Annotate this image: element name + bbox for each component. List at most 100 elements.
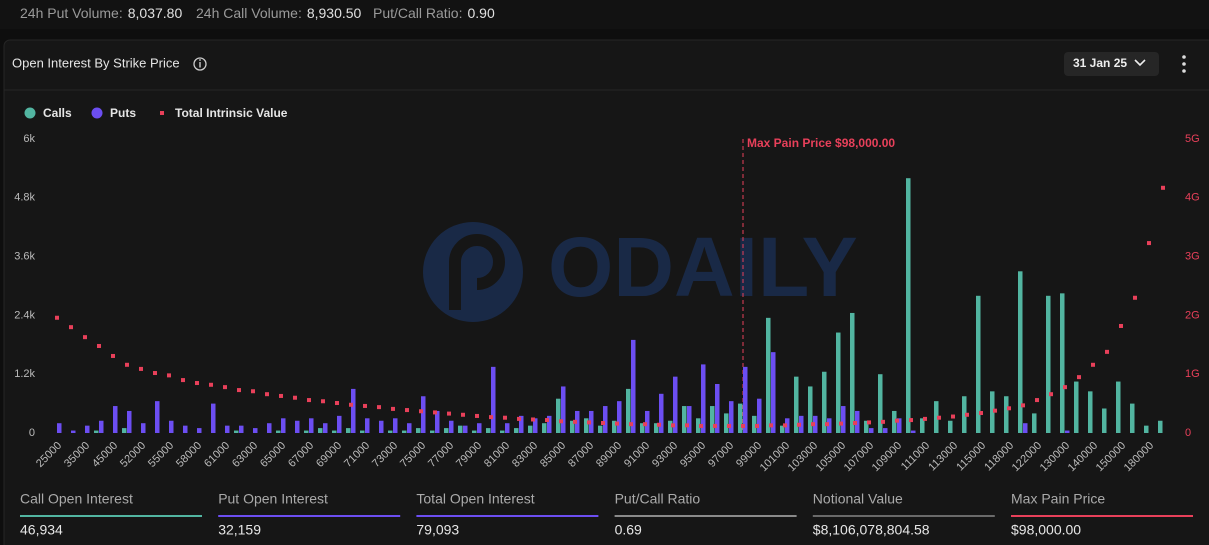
stat-label: Put Open Interest bbox=[218, 491, 328, 507]
intrinsic-point bbox=[685, 423, 689, 428]
volume-stat-value: 8,930.50 bbox=[307, 5, 362, 21]
bar bbox=[808, 386, 813, 433]
bar bbox=[1060, 293, 1065, 433]
bar bbox=[878, 374, 883, 433]
bar bbox=[589, 410, 594, 433]
bar bbox=[570, 420, 575, 433]
intrinsic-point bbox=[531, 417, 535, 422]
bar bbox=[1074, 381, 1079, 433]
intrinsic-point bbox=[923, 416, 927, 421]
bar bbox=[421, 396, 426, 433]
legend-label: Total Intrinsic Value bbox=[175, 106, 288, 120]
intrinsic-point bbox=[111, 353, 115, 358]
bar bbox=[687, 406, 692, 433]
bar bbox=[57, 423, 62, 433]
intrinsic-point bbox=[699, 423, 703, 428]
bar bbox=[323, 423, 328, 433]
bar bbox=[1158, 420, 1163, 433]
intrinsic-point bbox=[69, 325, 73, 330]
bar bbox=[71, 430, 76, 433]
menu-dot bbox=[1182, 62, 1186, 66]
expiry-dropdown[interactable]: 31 Jan 25 bbox=[1064, 52, 1159, 76]
intrinsic-point bbox=[139, 366, 143, 371]
bar bbox=[715, 384, 720, 433]
bar bbox=[402, 430, 407, 433]
intrinsic-point bbox=[125, 362, 129, 367]
info-icon[interactable] bbox=[193, 57, 207, 71]
stat-value: 0.69 bbox=[615, 522, 642, 538]
bar bbox=[696, 418, 701, 433]
volume-stat: 24h Call Volume: 8,930.50 bbox=[196, 5, 362, 21]
bar bbox=[771, 352, 776, 433]
bar bbox=[528, 425, 533, 433]
bar bbox=[612, 420, 617, 433]
volume-stat-label: 24h Call Volume: bbox=[196, 5, 302, 21]
bar bbox=[486, 428, 491, 433]
bar bbox=[1032, 413, 1037, 433]
bar bbox=[318, 428, 323, 433]
stat-underline bbox=[812, 515, 995, 517]
bar bbox=[169, 420, 174, 433]
bar bbox=[1023, 423, 1028, 433]
y-tick-label: 3.6k bbox=[14, 251, 35, 263]
intrinsic-point bbox=[783, 423, 787, 428]
menu-button[interactable] bbox=[1182, 55, 1186, 73]
intrinsic-point bbox=[97, 343, 101, 348]
bar bbox=[393, 418, 398, 433]
bar bbox=[668, 420, 673, 433]
bar bbox=[766, 317, 771, 433]
intrinsic-point bbox=[755, 423, 759, 428]
stat-label: Max Pain Price bbox=[1011, 491, 1105, 507]
bar bbox=[458, 425, 463, 433]
intrinsic-point bbox=[517, 416, 521, 421]
bar bbox=[197, 428, 202, 433]
intrinsic-point bbox=[671, 423, 675, 428]
legend-label: Calls bbox=[43, 106, 72, 120]
intrinsic-point bbox=[419, 409, 423, 414]
intrinsic-point bbox=[153, 371, 157, 376]
intrinsic-point bbox=[979, 411, 983, 416]
bar bbox=[1144, 425, 1149, 433]
bar bbox=[234, 430, 239, 433]
intrinsic-point bbox=[209, 382, 213, 387]
volume-stat-label: 24h Put Volume: bbox=[20, 5, 123, 21]
bar bbox=[556, 398, 561, 433]
bar bbox=[444, 428, 449, 433]
dropdown-chevron bbox=[1134, 59, 1146, 67]
bar bbox=[113, 406, 118, 433]
bar bbox=[99, 420, 104, 433]
bar bbox=[603, 406, 608, 433]
bar bbox=[276, 430, 281, 433]
bar bbox=[85, 425, 90, 433]
bar bbox=[94, 430, 99, 433]
bar bbox=[304, 430, 309, 433]
stat-label: Call Open Interest bbox=[20, 491, 133, 507]
bar bbox=[911, 430, 916, 433]
bar bbox=[505, 423, 510, 433]
intrinsic-point bbox=[1147, 241, 1151, 246]
intrinsic-point bbox=[237, 388, 241, 393]
stat-value: $98,000.00 bbox=[1011, 522, 1081, 538]
intrinsic-point bbox=[265, 392, 269, 397]
intrinsic-point bbox=[1161, 185, 1165, 190]
volume-stat-value: 0.90 bbox=[467, 5, 494, 21]
intrinsic-point bbox=[405, 408, 409, 413]
intrinsic-point bbox=[951, 414, 955, 419]
menu-dot bbox=[1182, 69, 1186, 73]
bar bbox=[701, 364, 706, 433]
volume-stat-label: Put/Call Ratio: bbox=[373, 5, 462, 21]
stat-value: $8,106,078,804.58 bbox=[813, 522, 930, 538]
bar bbox=[682, 406, 687, 433]
intrinsic-point bbox=[1077, 375, 1081, 380]
intrinsic-point bbox=[769, 423, 773, 428]
intrinsic-point bbox=[657, 422, 661, 427]
intrinsic-point bbox=[853, 421, 857, 426]
bar bbox=[253, 428, 258, 433]
intrinsic-point bbox=[601, 421, 605, 426]
stat-underline bbox=[218, 515, 401, 517]
bar bbox=[864, 420, 869, 433]
legend-swatch bbox=[160, 111, 164, 115]
stat-underline bbox=[1011, 515, 1193, 517]
bar bbox=[897, 418, 902, 433]
